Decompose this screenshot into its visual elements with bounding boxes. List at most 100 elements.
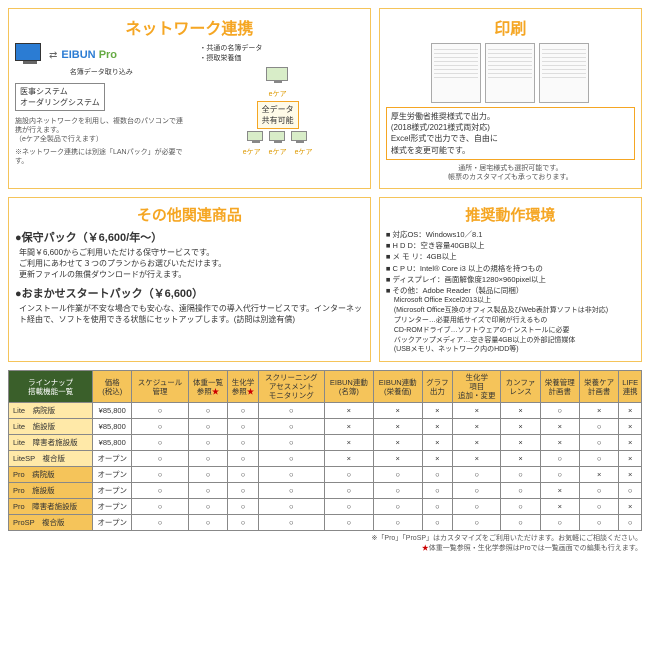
feature-cell: × — [540, 499, 579, 515]
spec-item: 対応OS：Windows10／8.1 — [386, 229, 635, 240]
feature-cell: × — [579, 403, 618, 419]
feature-cell: ○ — [579, 483, 618, 499]
feature-cell: ○ — [132, 419, 189, 435]
table-row: ProSP 複合版オープン○○○○○○○○○○○○ — [9, 515, 642, 531]
spec-sub-list: Microsoft Office Excel2013以上(Microsoft O… — [394, 296, 635, 355]
document-preview-icon — [431, 43, 481, 103]
feature-cell: ○ — [258, 499, 324, 515]
import-label: 名簿データ取り込み — [15, 67, 187, 77]
client-pc-icon — [247, 131, 265, 145]
feature-cell: ○ — [324, 499, 373, 515]
feature-cell: × — [453, 451, 501, 467]
feature-cell: ○ — [453, 499, 501, 515]
price-cell: オープン — [93, 467, 132, 483]
price-cell: ¥85,800 — [93, 403, 132, 419]
feature-cell: × — [540, 419, 579, 435]
feature-cell: × — [501, 403, 540, 419]
feature-cell: × — [453, 403, 501, 419]
product-name-cell: Pro 病院版 — [9, 467, 93, 483]
price-cell: オープン — [93, 515, 132, 531]
feature-cell: × — [501, 419, 540, 435]
feature-cell: × — [619, 419, 642, 435]
feature-cell: ○ — [619, 515, 642, 531]
feature-cell: ○ — [188, 403, 227, 419]
feature-cell: ○ — [188, 467, 227, 483]
feature-cell: × — [453, 435, 501, 451]
server-pc-icon — [266, 67, 290, 85]
feature-cell: ○ — [228, 403, 258, 419]
feature-cell: ○ — [579, 499, 618, 515]
feature-cell: × — [619, 403, 642, 419]
network-note3: ※ネットワーク連携には別途「LANパック」が必要です。 — [15, 148, 187, 166]
table-header: カンファ レンス — [501, 371, 540, 403]
product-name-cell: Lite 病院版 — [9, 403, 93, 419]
feature-cell: ○ — [579, 435, 618, 451]
maintenance-pack-title: ●保守パック（￥6,600/年～） — [15, 229, 364, 245]
feature-cell: ○ — [373, 467, 422, 483]
arrow-icon: ⇄ — [49, 50, 57, 61]
common-data-label: ・共通の名簿データ ・摂取栄養価 — [199, 43, 363, 63]
feature-cell: ○ — [579, 515, 618, 531]
table-header: LIFE 連携 — [619, 371, 642, 403]
feature-cell: ○ — [228, 435, 258, 451]
product-name-cell: Lite 施設版 — [9, 419, 93, 435]
ecare-tag: eケア — [191, 89, 363, 99]
products-title: その他関連商品 — [15, 204, 364, 225]
system-label: 医事システム オーダリングシステム — [15, 83, 105, 111]
spec-list: 対応OS：Windows10／8.1H D D：空き容量40GB以上メ モ リ：… — [386, 229, 635, 297]
print-format-box: 厚生労働省推奨様式で出力。 (2018様式/2021様式両対応) Excel形式… — [386, 107, 635, 160]
feature-cell: ○ — [258, 403, 324, 419]
price-cell: ¥85,800 — [93, 435, 132, 451]
feature-cell: ○ — [258, 451, 324, 467]
pc-icon — [15, 43, 45, 67]
print-title: 印刷 — [386, 15, 635, 39]
network-panel: ネットワーク連携 ⇄ EIBUN Pro 名簿データ取り込み 医事システム オー… — [8, 8, 371, 189]
maintenance-pack-desc: 年間￥6,600からご利用いただける保守サービスです。 ご利用にあわせて３つのプ… — [19, 247, 364, 281]
feature-cell: ○ — [132, 435, 189, 451]
price-cell: オープン — [93, 499, 132, 515]
feature-cell: × — [453, 419, 501, 435]
start-pack-title: ●おまかせスタートパック（￥6,600） — [15, 285, 364, 301]
feature-cell: ○ — [228, 499, 258, 515]
feature-cell: × — [540, 435, 579, 451]
table-header: 生化学 項目 追加・変更 — [453, 371, 501, 403]
specs-panel: 推奨動作環境 対応OS：Windows10／8.1H D D：空き容量40GB以… — [379, 197, 642, 362]
feature-cell: ○ — [579, 451, 618, 467]
feature-cell: ○ — [373, 499, 422, 515]
feature-cell: × — [619, 451, 642, 467]
table-header: グラフ 出力 — [422, 371, 452, 403]
feature-cell: × — [373, 435, 422, 451]
feature-cell: ○ — [258, 467, 324, 483]
table-header: 栄養管理 計画書 — [540, 371, 579, 403]
feature-cell: ○ — [540, 515, 579, 531]
product-name-cell: ProSP 複合版 — [9, 515, 93, 531]
feature-cell: × — [324, 435, 373, 451]
table-header: スクリーニング アセスメント モニタリング — [258, 371, 324, 403]
feature-cell: ○ — [324, 515, 373, 531]
feature-cell: ○ — [228, 467, 258, 483]
feature-cell: × — [540, 483, 579, 499]
feature-cell: × — [373, 403, 422, 419]
feature-cell: ○ — [132, 403, 189, 419]
table-corner: ラインナップ 搭載機能一覧 — [9, 371, 93, 403]
network-note1: 施設内ネットワークを利用し、複数台のパソコンで連携が行えます。 — [15, 117, 187, 135]
feature-cell: ○ — [188, 499, 227, 515]
client-pc-icon — [269, 131, 287, 145]
table-row: Pro 施設版オープン○○○○○○○○○×○○ — [9, 483, 642, 499]
feature-cell: ○ — [228, 451, 258, 467]
feature-cell: ○ — [422, 483, 452, 499]
feature-cell: ○ — [422, 515, 452, 531]
feature-cell: × — [373, 419, 422, 435]
product-name-cell: LiteSP 複合版 — [9, 451, 93, 467]
feature-cell: ○ — [453, 467, 501, 483]
feature-cell: × — [619, 499, 642, 515]
specs-title: 推奨動作環境 — [386, 204, 635, 225]
feature-cell: × — [422, 451, 452, 467]
feature-cell: ○ — [324, 467, 373, 483]
table-header: スケジュール 管理 — [132, 371, 189, 403]
feature-cell: ○ — [619, 483, 642, 499]
feature-cell: ○ — [453, 483, 501, 499]
document-preview-icon — [539, 43, 589, 103]
feature-cell: ○ — [501, 483, 540, 499]
spec-item: C P U：Intel® Core i3 以上の規格を持つもの — [386, 263, 635, 274]
